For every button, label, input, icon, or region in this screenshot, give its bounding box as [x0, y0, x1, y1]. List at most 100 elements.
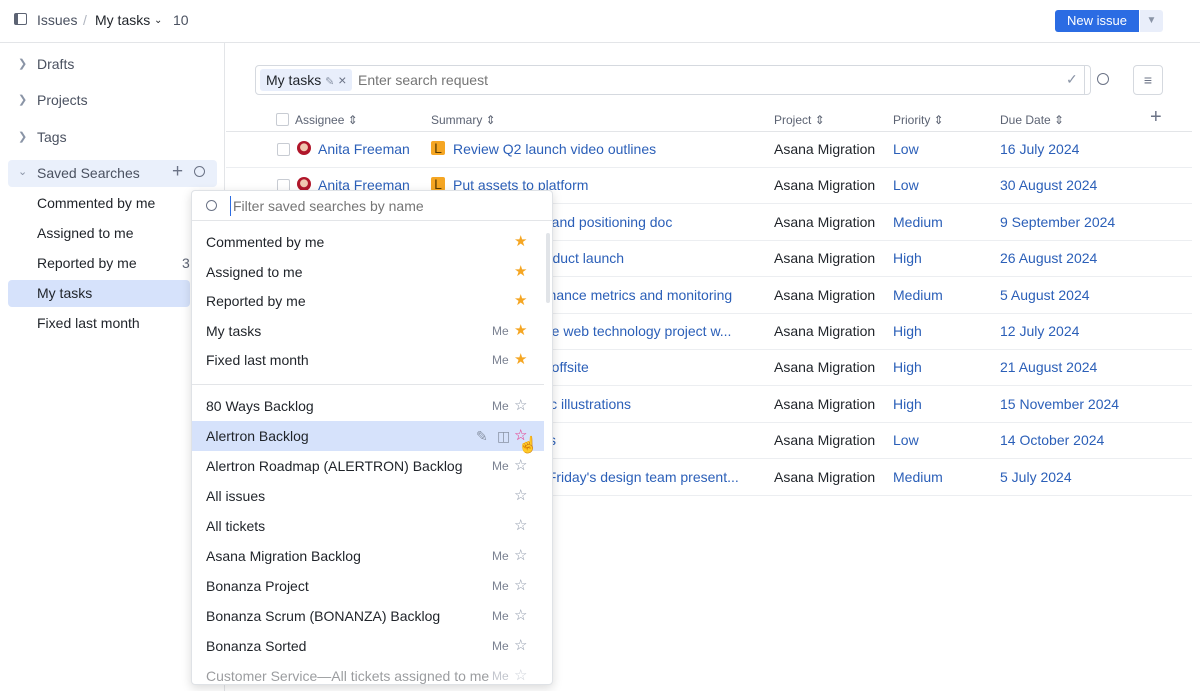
due-date-cell[interactable]: 12 July 2024 [1000, 323, 1080, 339]
due-date-cell[interactable]: 30 August 2024 [1000, 177, 1098, 194]
new-issue-menu-button[interactable]: ▼ [1140, 10, 1163, 32]
due-date-cell[interactable]: 16 July 2024 [1000, 141, 1080, 157]
priority-cell[interactable]: Low [893, 177, 919, 194]
check-query-icon[interactable]: ✓ [1066, 71, 1078, 87]
filter-saved-searches-input[interactable] [230, 196, 530, 216]
saved-search-option[interactable]: Customer Service—All tickets assigned to… [192, 661, 544, 684]
saved-search-option[interactable]: Reported by me ★ [192, 286, 544, 316]
priority-cell[interactable]: High [893, 395, 922, 412]
due-date-cell[interactable]: 21 August 2024 [1000, 359, 1098, 376]
row-checkbox[interactable] [277, 143, 290, 156]
add-saved-search-icon[interactable]: + [172, 161, 184, 182]
star-icon[interactable]: ☆ [514, 577, 528, 594]
saved-search-option[interactable]: Alertron Backlog ✎ ◫ ☆ ☝ [192, 421, 544, 454]
star-icon[interactable]: ★ [514, 262, 528, 280]
column-summary[interactable]: Summary ⇕ [431, 113, 496, 127]
star-icon[interactable]: ☆ [514, 607, 528, 624]
sidebar-item-saved-searches[interactable]: ⌄ Saved Searches + [8, 160, 217, 187]
table-row[interactable]: ate web technology project w... Asana Mig… [226, 314, 1192, 350]
saved-search-option[interactable]: My tasks Me ★ [192, 316, 544, 346]
due-date-cell[interactable]: 5 July 2024 [1000, 468, 1072, 485]
close-icon[interactable]: × [338, 72, 347, 88]
priority-cell[interactable]: Medium [893, 468, 943, 485]
pencil-icon[interactable]: ✎ [325, 76, 335, 88]
star-icon[interactable]: ★ [514, 292, 528, 309]
scrollbar[interactable] [546, 233, 550, 303]
saved-search-reported-by-me[interactable]: Reported by me 3 [8, 250, 190, 277]
filter-settings-button[interactable]: ≡ [1133, 65, 1163, 95]
star-icon[interactable]: ☆ [514, 547, 528, 564]
column-priority[interactable]: Priority ⇕ [893, 113, 944, 127]
breadcrumb-issues[interactable]: Issues [37, 12, 78, 28]
assignee-link[interactable]: Anita Freeman [318, 141, 410, 157]
saved-search-option[interactable]: Bonanza Sorted Me ☆ [192, 631, 544, 661]
sidebar-item-projects[interactable]: ❯ Projects [0, 88, 225, 112]
pencil-icon[interactable]: ✎ [476, 428, 488, 444]
saved-search-option[interactable]: Commented by me ★ [192, 227, 544, 257]
priority-cell[interactable]: Low [893, 141, 919, 157]
column-assignee[interactable]: Assignee ⇕ [295, 113, 358, 127]
search-icon[interactable] [1097, 73, 1109, 85]
star-icon[interactable]: ☆ [514, 397, 528, 414]
saved-search-my-tasks[interactable]: My tasks [8, 280, 190, 307]
due-date-cell[interactable]: 9 September 2024 [1000, 213, 1116, 230]
summary-link[interactable]: roduct launch [540, 250, 625, 267]
star-icon[interactable]: ★ [514, 233, 528, 250]
column-due-date[interactable]: Due Date ⇕ [1000, 113, 1065, 127]
table-row[interactable]: Anita Freeman L Put assets to platform Asan… [226, 168, 1192, 205]
new-issue-button[interactable]: New issue [1055, 10, 1139, 32]
search-bar[interactable]: My tasks ✎ × ✓ [255, 65, 1109, 95]
priority-cell[interactable]: High [893, 323, 922, 339]
current-search-title[interactable]: My tasks [95, 12, 151, 28]
sidebar-item-drafts[interactable]: ❯ Drafts [0, 52, 225, 76]
summary-link[interactable]: g and positioning doc [540, 213, 673, 230]
table-row[interactable]: g and positioning doc Asana Migration Medi… [226, 205, 1192, 241]
saved-search-option[interactable]: Asana Migration Backlog Me ☆ [192, 541, 544, 571]
due-date-cell[interactable]: 26 August 2024 [1000, 250, 1098, 267]
saved-search-option[interactable]: Bonanza Scrum (BONANZA) Backlog Me ☆ [192, 601, 544, 631]
priority-cell[interactable]: Medium [893, 286, 943, 303]
saved-search-option[interactable]: Alertron Roadmap (ALERTRON) Backlog Me ☆ [192, 451, 544, 481]
column-project[interactable]: Project ⇕ [774, 113, 825, 127]
table-row[interactable]: ific illustrations Asana Migration High 15 … [226, 387, 1192, 423]
star-icon[interactable]: ★ [514, 351, 528, 368]
assignee-link[interactable]: Anita Freeman [318, 177, 410, 194]
star-icon[interactable]: ☆ [514, 667, 528, 684]
priority-cell[interactable]: Low [893, 432, 919, 449]
sidebar-item-tags[interactable]: ❯ Tags [0, 125, 225, 149]
summary-link[interactable]: ate web technology project w... [540, 323, 732, 339]
saved-search-option[interactable]: Fixed last month Me ★ [192, 345, 544, 375]
star-icon[interactable]: ★ [514, 321, 528, 339]
select-all-checkbox[interactable] [276, 113, 289, 126]
table-row[interactable]: Anita Freeman L Review Q2 launch video out… [226, 132, 1192, 168]
search-chip[interactable]: My tasks ✎ × [260, 69, 353, 91]
saved-search-option[interactable]: All tickets ☆ [192, 511, 544, 541]
star-icon[interactable]: ☆ [514, 517, 528, 534]
saved-search-option[interactable]: Assigned to me ★ [192, 257, 544, 287]
star-icon[interactable]: ☆ [514, 637, 528, 654]
summary-link[interactable]: Put assets to platform [453, 177, 589, 194]
summary-link[interactable]: rmance metrics and monitoring [540, 286, 733, 303]
search-input[interactable] [358, 70, 958, 90]
search-icon[interactable] [194, 166, 205, 177]
summary-link[interactable]: : Friday's design team present... [540, 468, 739, 485]
chevron-down-icon[interactable]: ⌄ [154, 15, 163, 26]
sidebar-toggle-icon[interactable] [14, 13, 27, 25]
priority-cell[interactable]: High [893, 250, 922, 267]
saved-search-option[interactable]: Bonanza Project Me ☆ [192, 571, 544, 601]
star-icon[interactable]: ☆ [514, 487, 528, 504]
summary-link[interactable]: ific illustrations [540, 395, 632, 412]
saved-search-assigned-to-me[interactable]: Assigned to me [37, 225, 134, 241]
saved-search-option[interactable]: 80 Ways Backlog Me ☆ [192, 391, 544, 421]
due-date-cell[interactable]: 5 August 2024 [1000, 286, 1090, 303]
priority-cell[interactable]: Medium [893, 213, 943, 230]
summary-link[interactable]: Review Q2 launch video outlines [453, 141, 657, 157]
star-icon[interactable]: ☆ [514, 457, 528, 474]
saved-search-option[interactable]: All issues ☆ [192, 481, 544, 511]
due-date-cell[interactable]: 15 November 2024 [1000, 395, 1120, 412]
priority-cell[interactable]: High [893, 359, 922, 376]
due-date-cell[interactable]: 14 October 2024 [1000, 432, 1105, 449]
add-column-icon[interactable]: + [1150, 106, 1162, 128]
saved-search-commented-by-me[interactable]: Commented by me [37, 195, 156, 211]
saved-search-fixed-last-month[interactable]: Fixed last month [37, 315, 140, 331]
